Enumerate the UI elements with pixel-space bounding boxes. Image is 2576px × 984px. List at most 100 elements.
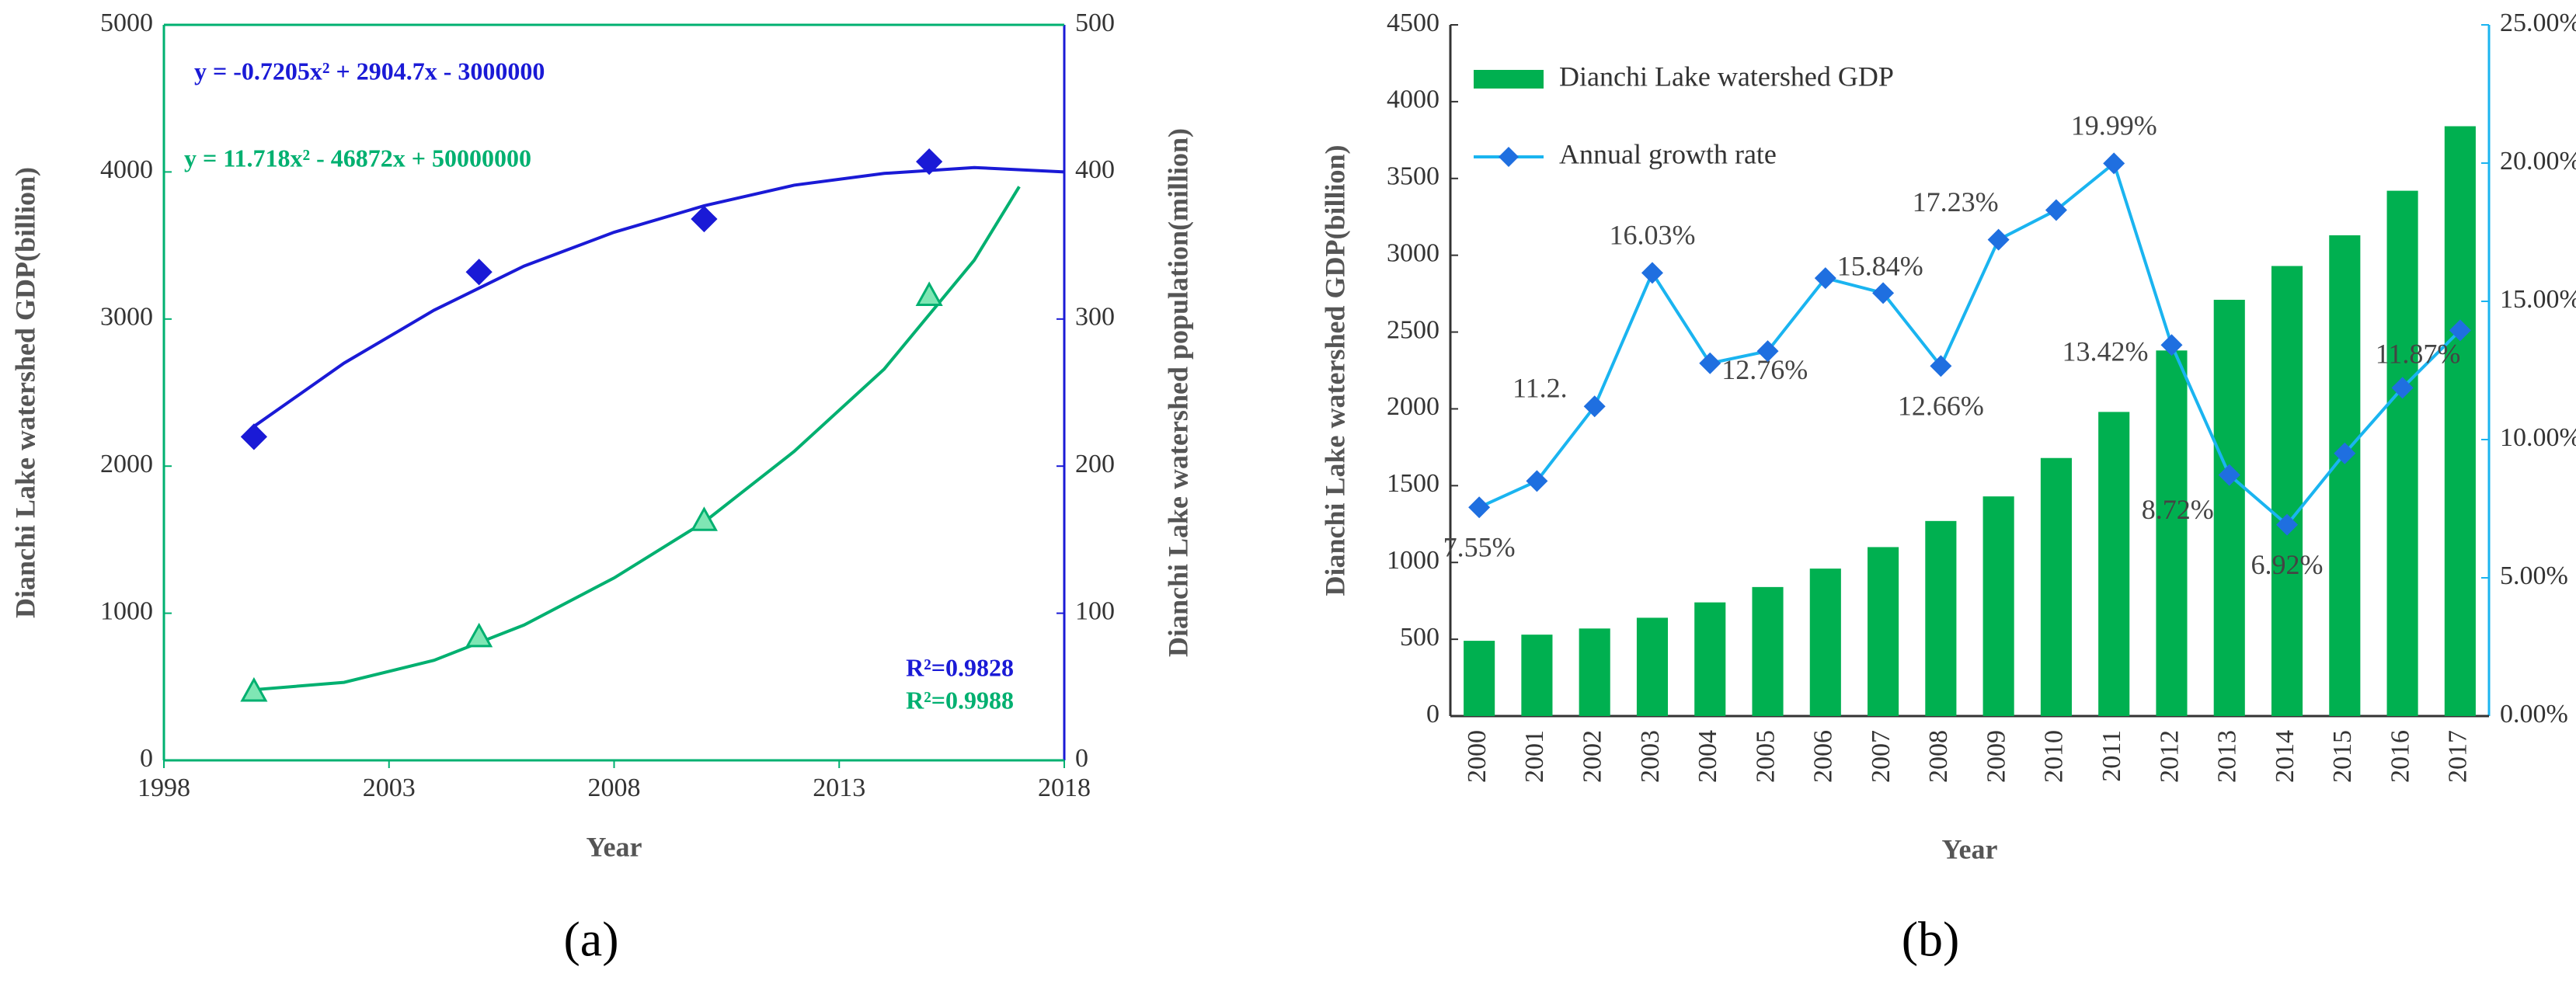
x-axis-title: Year <box>1942 833 1998 864</box>
y-tick-label: 5000 <box>100 9 153 37</box>
y2-tick-label: 200 <box>1075 450 1115 478</box>
data-label: 16.03% <box>1609 220 1695 251</box>
x-tick-label: 2012 <box>2155 730 2184 783</box>
y-tick-label: 4500 <box>1387 9 1439 37</box>
data-label: 7.55% <box>1443 531 1516 562</box>
x-tick-label: 2016 <box>2386 730 2414 783</box>
panel-label: (a) <box>563 912 618 967</box>
diamond-marker <box>1872 282 1895 304</box>
diamond-marker <box>1526 470 1548 492</box>
x-tick-label: 1998 <box>138 774 190 802</box>
y-tick-label: 2000 <box>1387 392 1439 421</box>
data-label: 8.72% <box>2142 494 2214 525</box>
x-tick-label: 2009 <box>1982 730 2010 783</box>
diamond-marker <box>1814 267 1836 290</box>
y-tick-label: 1000 <box>100 596 153 625</box>
diamond-marker <box>2334 442 2356 464</box>
bar <box>2098 412 2130 716</box>
diamond-marker <box>2218 464 2240 486</box>
data-label: 19.99% <box>2071 110 2157 141</box>
legend-label: Annual growth rate <box>1559 138 1777 169</box>
y-axis-title: Dianchi Lake watershed GDP(billion) <box>9 167 40 618</box>
diamond-marker <box>2276 513 2299 536</box>
growth-line <box>1478 160 2462 527</box>
diamond-marker <box>465 259 493 286</box>
x-tick-label: 2017 <box>2444 730 2473 783</box>
y-tick-label: 1500 <box>1387 469 1439 498</box>
diamond-marker <box>1987 228 2010 251</box>
panel-label: (b) <box>1902 912 1960 967</box>
annotation: R²=0.9988 <box>906 686 1014 714</box>
diamond-marker <box>2103 152 2125 175</box>
data-label: 11.2. <box>1513 373 1568 404</box>
data-label: 12.66% <box>1898 391 1984 422</box>
y2-axis-title: Dianchi Lake watershed population(millio… <box>1162 128 1193 657</box>
y2-tick-label: 5.00% <box>2500 562 2568 590</box>
x-tick-label: 2013 <box>813 774 865 802</box>
y2-tick-label: 0 <box>1075 744 1088 773</box>
triangle-marker <box>690 506 718 531</box>
y-tick-label: 3000 <box>1387 238 1439 267</box>
x-tick-label: 2010 <box>2040 730 2069 783</box>
y-tick-label: 0 <box>140 744 153 773</box>
bar <box>1752 586 1784 716</box>
x-tick-label: 2003 <box>363 774 416 802</box>
triangle-marker <box>240 676 268 702</box>
legend-swatch <box>1474 70 1544 89</box>
diamond-marker <box>1699 352 1721 374</box>
x-tick-label: 2011 <box>2097 730 2126 782</box>
diamond-marker <box>2391 377 2414 399</box>
y2-tick-label: 10.00% <box>2500 423 2576 452</box>
data-label: 17.23% <box>1913 186 1999 217</box>
bar <box>1636 617 1669 716</box>
bar <box>2156 350 2188 716</box>
bar <box>1982 496 2014 716</box>
x-tick-label: 2004 <box>1694 730 1722 783</box>
annotation: y = -0.7205x² + 2904.7x - 3000000 <box>194 57 545 85</box>
y-tick-label: 0 <box>1426 700 1439 728</box>
x-tick-label: 2014 <box>2271 730 2299 783</box>
y2-tick-label: 0.00% <box>2500 700 2568 728</box>
annotation: y = 11.718x² - 46872x + 50000000 <box>184 144 531 172</box>
x-tick-label: 2018 <box>1038 774 1091 802</box>
bar <box>1694 602 1726 716</box>
x-tick-label: 2013 <box>2213 730 2242 783</box>
y-tick-label: 500 <box>1400 623 1439 652</box>
diamond-marker <box>1930 355 1952 377</box>
x-tick-label: 2002 <box>1578 730 1607 783</box>
bar <box>1464 641 1495 716</box>
bar <box>2386 190 2418 717</box>
diamond-marker <box>2045 199 2067 221</box>
y2-tick-label: 20.00% <box>2500 147 2576 176</box>
legend-marker <box>1499 147 1519 167</box>
diamond-marker <box>1468 496 1491 519</box>
bar <box>2329 235 2361 716</box>
legend-label: Dianchi Lake watershed GDP <box>1559 61 1894 92</box>
y-tick-label: 3500 <box>1387 162 1439 191</box>
y2-tick-label: 300 <box>1075 303 1115 332</box>
triangle-marker <box>915 281 943 306</box>
bar <box>2444 126 2476 717</box>
x-axis-title: Year <box>587 831 642 862</box>
x-tick-label: 2008 <box>588 774 641 802</box>
data-label: 15.84% <box>1837 250 1923 281</box>
bar <box>1868 547 1899 716</box>
bar <box>2213 300 2245 716</box>
bar <box>2040 457 2072 716</box>
triangle-marker <box>465 622 493 648</box>
diamond-marker <box>1583 395 1606 418</box>
diamond-marker <box>691 205 718 233</box>
x-tick-label: 2001 <box>1520 730 1549 783</box>
data-label: 11.87% <box>2376 339 2461 370</box>
x-tick-label: 2015 <box>2328 730 2357 783</box>
diamond-marker <box>1641 262 1663 284</box>
x-tick-label: 2003 <box>1636 730 1665 783</box>
x-tick-label: 2000 <box>1463 730 1492 783</box>
y2-tick-label: 400 <box>1075 155 1115 184</box>
data-label: 12.76% <box>1721 354 1808 385</box>
annotation: R²=0.9828 <box>906 653 1014 681</box>
y-tick-label: 1000 <box>1387 546 1439 575</box>
x-tick-label: 2007 <box>1867 730 1895 783</box>
data-label: 6.92% <box>2251 549 2324 580</box>
